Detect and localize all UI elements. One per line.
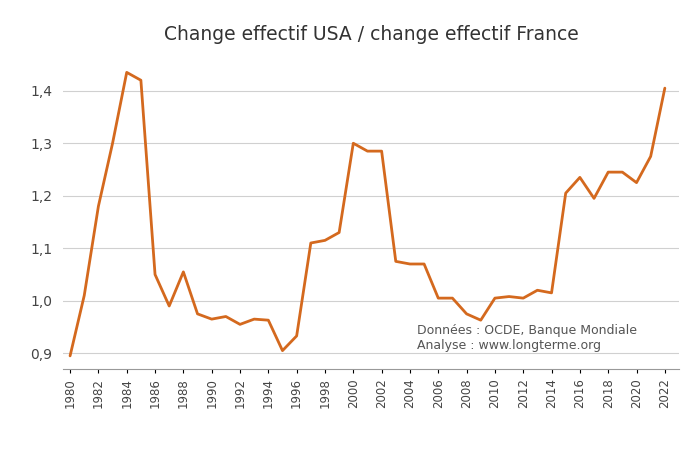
Title: Change effectif USA / change effectif France: Change effectif USA / change effectif Fr…: [164, 25, 578, 44]
Text: Données : OCDE, Banque Mondiale
Analyse : www.longterme.org: Données : OCDE, Banque Mondiale Analyse …: [417, 324, 637, 352]
